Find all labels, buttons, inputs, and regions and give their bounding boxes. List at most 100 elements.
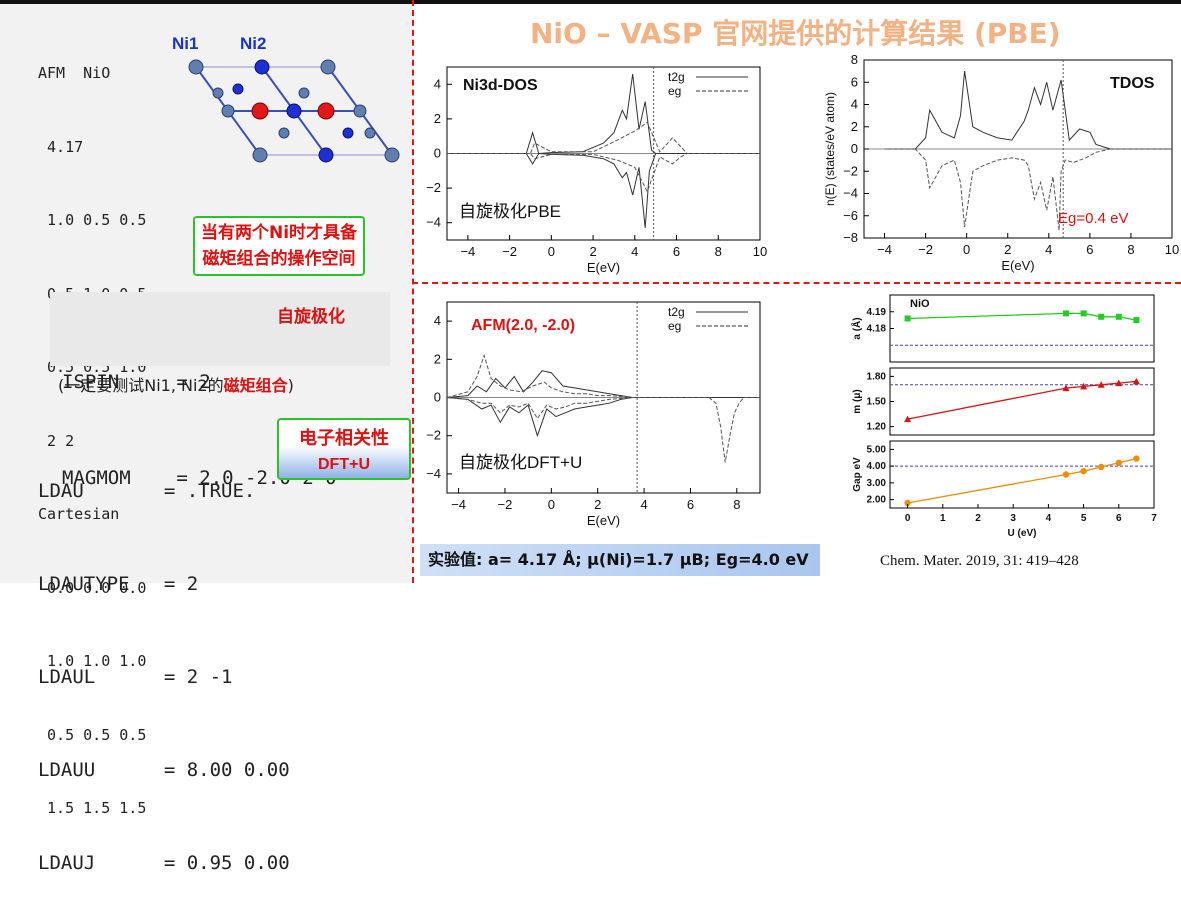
- y-tick-label: −4: [843, 186, 858, 201]
- y-tick-label: 2: [851, 119, 858, 134]
- chart-title: NiO: [910, 298, 930, 310]
- y-tick-label: 4: [434, 76, 441, 91]
- y-axis-label: n(E) (states/eV atom): [823, 92, 837, 206]
- y-tick-label: 2: [434, 111, 441, 126]
- y-tick-label: 4.19: [867, 307, 887, 318]
- y-tick-label: 4: [851, 97, 858, 112]
- chart-annotation: Eg=0.4 eV: [1058, 210, 1128, 227]
- vertical-divider: [412, 0, 414, 583]
- legend-label: t2g: [668, 70, 685, 84]
- y-tick-label: 6: [851, 74, 858, 89]
- x-axis-label: E(eV): [587, 260, 620, 275]
- x-tick-label: 6: [687, 497, 694, 512]
- x-tick-label: 5: [1081, 513, 1087, 524]
- x-tick-label: 4: [640, 497, 647, 512]
- x-tick-label: 2: [594, 497, 601, 512]
- data-point: [904, 315, 911, 322]
- x-tick-label: 8: [1127, 242, 1134, 257]
- magmom-note-highlight: 磁矩组合: [223, 376, 288, 395]
- series-line-t2g: [447, 73, 760, 155]
- data-point: [1115, 313, 1122, 320]
- x-tick-label: 4: [1045, 242, 1052, 257]
- x-axis-label: E(eV): [587, 513, 620, 528]
- y-axis-label: a (Å): [850, 317, 863, 339]
- y-tick-label: 0: [434, 146, 441, 161]
- data-point: [1063, 310, 1069, 317]
- y-tick-label: −8: [843, 230, 858, 245]
- y-tick-label: 2.00: [867, 495, 887, 506]
- citation: Chem. Mater. 2019, 31: 419–428: [880, 553, 1079, 569]
- experimental-values-bar: 实验值: a= 4.17 Å; μ(Ni)=1.7 μB; Eg=4.0 eV: [420, 544, 820, 576]
- incar-line: ISPIN = 2: [62, 371, 211, 393]
- series-line-up: [884, 71, 1172, 150]
- data-point: [1132, 377, 1140, 385]
- crystal-structure-image: [188, 59, 400, 163]
- y-tick-label: 8: [851, 52, 858, 67]
- magmom-note: (一定要测试Ni1, Ni2的磁矩组合): [58, 372, 294, 396]
- legend-label: eg: [668, 319, 681, 333]
- x-tick-label: −4: [460, 244, 475, 259]
- data-point: [1062, 471, 1070, 478]
- magnetic-note-line: 磁矩组合的操作空间: [202, 249, 356, 269]
- data-point: [1133, 455, 1140, 462]
- data-point: [1115, 459, 1122, 466]
- y-tick-label: 2: [434, 351, 441, 366]
- y-tick-label: 1.20: [867, 422, 887, 433]
- data-point: [1097, 381, 1105, 388]
- x-tick-label: 4: [1046, 513, 1052, 524]
- poscar-line: AFM NiO: [38, 64, 111, 82]
- x-tick-label: 0: [548, 244, 555, 259]
- incar-line: LDAUU = 8.00 0.00: [38, 759, 290, 781]
- y-tick-label: −2: [426, 180, 441, 195]
- x-tick-label: 3: [1010, 513, 1016, 524]
- data-point: [1098, 463, 1105, 471]
- poscar-line: 1.0 0.5 0.5: [38, 211, 147, 229]
- x-axis-label: U (eV): [1008, 528, 1037, 539]
- experimental-label: 实验值:: [428, 550, 483, 569]
- chart-u-dependence: NiO 4.18 4.19 a (Å) 1.20 1.50 1.80 m (μ) 2.00 3.0…: [850, 294, 1157, 539]
- magnetic-note-line: 当有两个Ni时才具备: [201, 223, 358, 243]
- series-line-eg: [446, 353, 760, 398]
- y-tick-label: 0: [434, 390, 441, 405]
- panel-frame: [889, 367, 1155, 436]
- magnetic-note-box: 当有两个Ni时才具备 磁矩组合的操作空间: [193, 216, 366, 276]
- magmom-note-text: ): [287, 376, 294, 395]
- y-axis-label: m (μ): [852, 389, 863, 413]
- incar-line: LDAUTYPE = 2: [38, 573, 199, 595]
- y-tick-label: 4.18: [867, 324, 887, 335]
- chart-title: TDOS: [1110, 75, 1155, 92]
- incar-spin-background: [50, 292, 390, 366]
- x-tick-label: 4: [631, 244, 638, 259]
- legend-label: eg: [668, 84, 681, 98]
- y-tick-label: 4: [434, 313, 441, 328]
- legend-label: t2g: [668, 305, 685, 319]
- y-tick-label: 4.00: [867, 461, 887, 472]
- y-tick-label: −4: [426, 466, 441, 481]
- chart-subtitle: 自旋极化PBE: [459, 202, 561, 221]
- poscar-line: 2 2: [38, 431, 75, 450]
- y-tick-label: 3.00: [867, 478, 887, 489]
- x-tick-label: 2: [975, 513, 981, 524]
- data-point: [1062, 384, 1070, 392]
- data-point: [1080, 467, 1087, 475]
- y-tick-label: −4: [426, 215, 441, 230]
- x-tick-label: −4: [451, 497, 466, 512]
- incar-line: LDAU = .TRUE.: [38, 480, 256, 502]
- x-axis-label: E(eV): [1001, 258, 1034, 273]
- chart-title: Ni3d-DOS: [463, 77, 538, 94]
- x-tick-label: 0: [963, 242, 970, 257]
- x-tick-label: −2: [498, 497, 513, 512]
- poscar-line: 4.17: [38, 137, 84, 156]
- panel-frame: [889, 440, 1155, 509]
- incar-line: LDAUL = 2 -1: [38, 666, 233, 688]
- ni1-label: Ni1: [172, 34, 199, 53]
- x-tick-label: 2: [589, 244, 596, 259]
- ni2-label: Ni2: [240, 34, 267, 53]
- x-tick-label: 8: [715, 244, 722, 259]
- panel-frame: [889, 294, 1155, 363]
- dft-u-box-title: 电子相关性: [299, 428, 389, 449]
- incar-line: LDAUJ = 0.95 0.00: [38, 852, 290, 874]
- x-tick-label: 7: [1151, 513, 1157, 524]
